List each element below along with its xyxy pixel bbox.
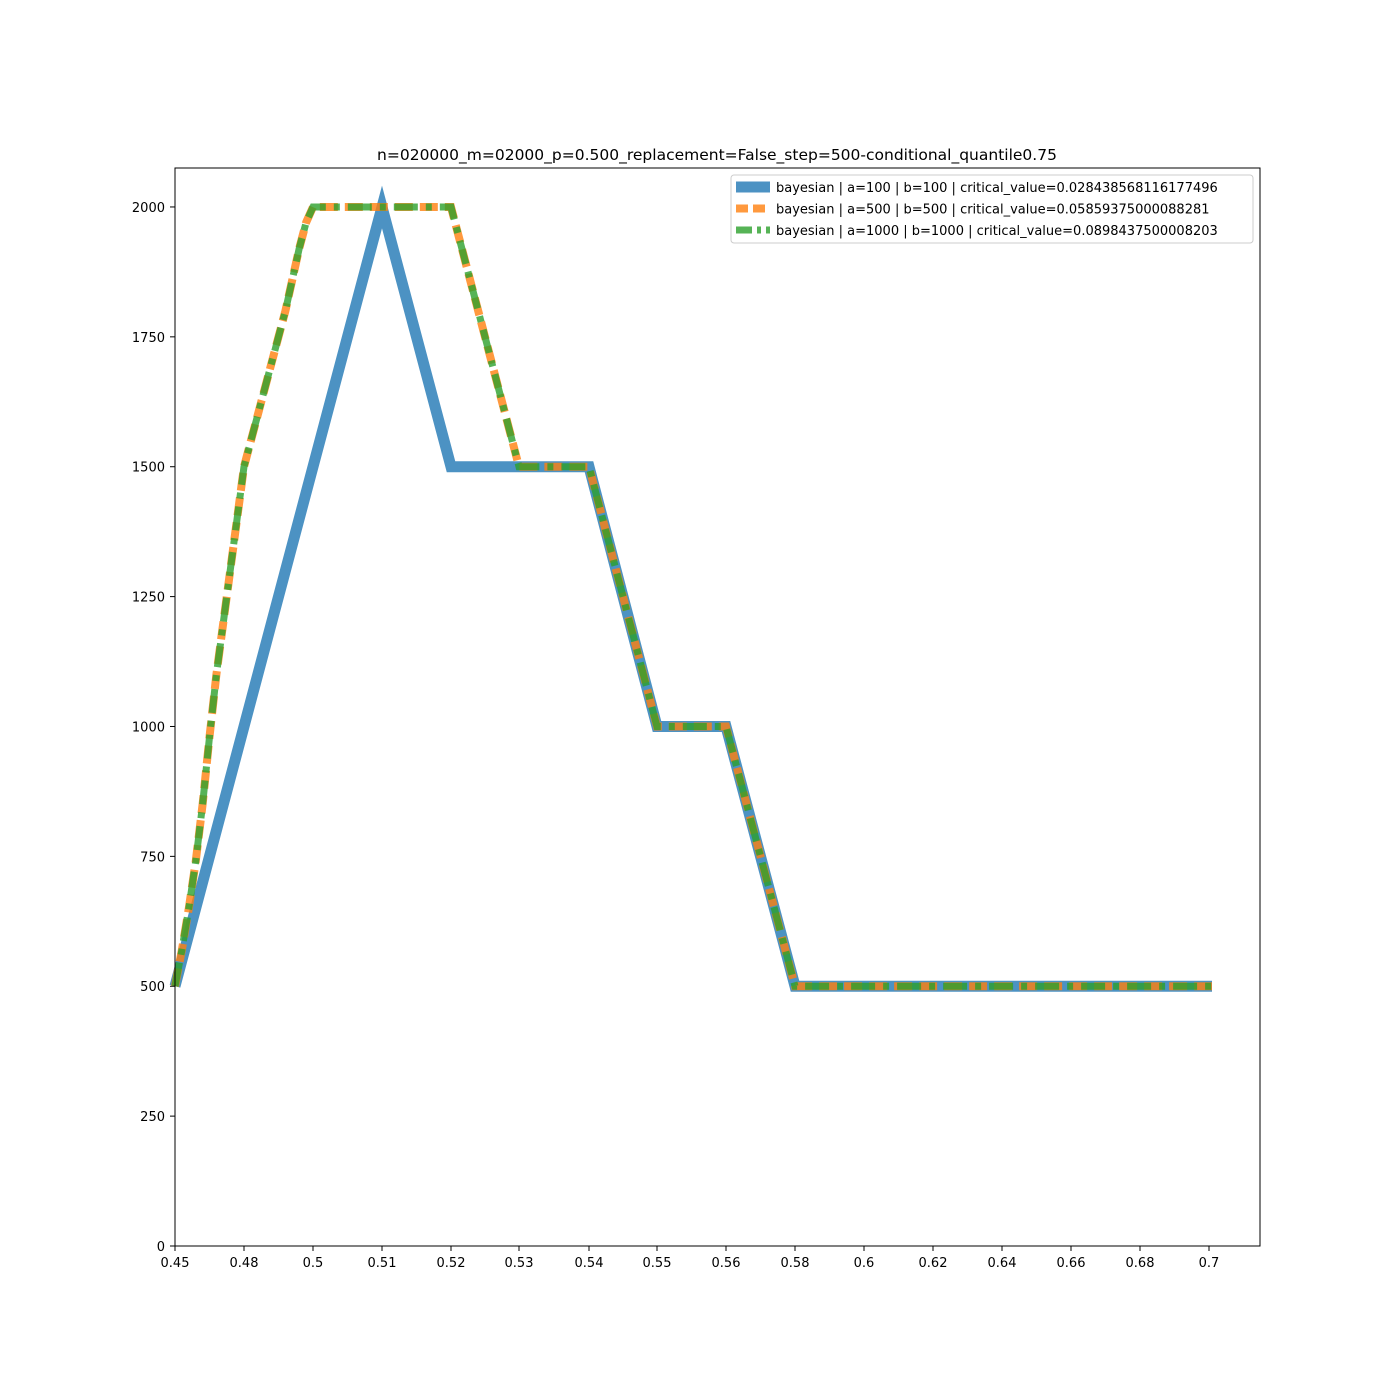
y-axis: 0 250 500 750 1000 1250 1500 1750 2000 xyxy=(132,201,175,1255)
x-tick-label: 0.7 xyxy=(1199,1256,1220,1271)
x-tick-label: 0.56 xyxy=(712,1256,741,1271)
y-tick-label: 750 xyxy=(140,850,165,865)
x-tick-label: 0.6 xyxy=(854,1256,875,1271)
series-layer xyxy=(169,185,1212,992)
x-tick-label: 0.55 xyxy=(643,1256,672,1271)
x-tick-label: 0.51 xyxy=(368,1256,397,1271)
y-tick-label: 2000 xyxy=(132,201,165,216)
plot-frame xyxy=(174,167,1261,1247)
y-tick-label: 1750 xyxy=(132,331,165,346)
y-tick-label: 1500 xyxy=(132,461,165,476)
legend-label: bayesian | a=1000 | b=1000 | critical_va… xyxy=(776,224,1218,239)
x-tick-label: 0.45 xyxy=(161,1256,190,1271)
y-tick-label: 1000 xyxy=(132,720,165,735)
x-tick-label: 0.58 xyxy=(781,1256,810,1271)
y-tick-label: 1250 xyxy=(132,591,165,606)
x-tick-label: 0.5 xyxy=(303,1256,324,1271)
x-axis: 0.45 0.48 0.5 0.51 0.52 0.53 0.54 0.55 0.56 0.58 0… xyxy=(161,1246,1220,1271)
x-tick-label: 0.53 xyxy=(505,1256,534,1271)
x-tick-label: 0.62 xyxy=(919,1256,948,1271)
x-tick-label: 0.52 xyxy=(437,1256,466,1271)
legend-label: bayesian | a=100 | b=100 | critical_valu… xyxy=(776,181,1218,196)
chart-title: n=020000_m=02000_p=0.500_replacement=Fal… xyxy=(377,146,1057,165)
legend: bayesian | a=100 | b=100 | critical_valu… xyxy=(730,174,1254,244)
x-tick-label: 0.68 xyxy=(1126,1256,1155,1271)
legend-box xyxy=(730,174,1254,244)
legend-label: bayesian | a=500 | b=500 | critical_valu… xyxy=(776,203,1210,218)
x-tick-label: 0.48 xyxy=(230,1256,259,1271)
y-tick-label: 250 xyxy=(140,1110,165,1125)
y-tick-label: 0 xyxy=(157,1240,165,1255)
y-tick-label: 500 xyxy=(140,980,165,995)
series-line-3 xyxy=(171,203,1212,990)
x-tick-label: 0.54 xyxy=(575,1256,604,1271)
x-tick-label: 0.64 xyxy=(988,1256,1017,1271)
x-tick-label: 0.66 xyxy=(1057,1256,1086,1271)
